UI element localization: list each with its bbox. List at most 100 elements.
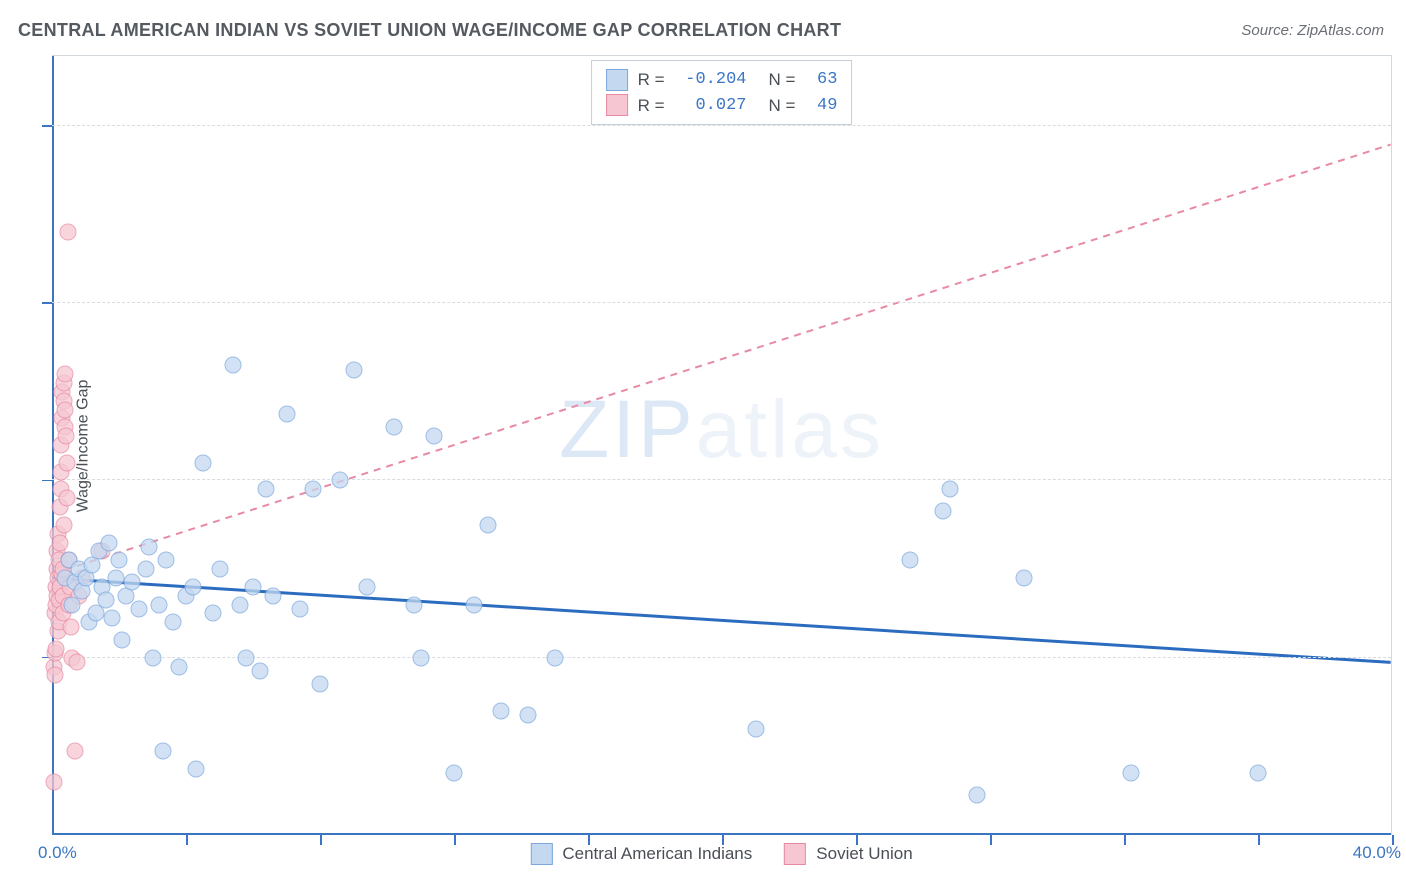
data-point [332,472,349,489]
data-point [194,454,211,471]
trend-lines [52,56,1391,835]
watermark-atlas: atlas [696,384,884,475]
data-point [312,676,329,693]
data-point [58,490,75,507]
legend-swatch [606,69,628,91]
source-label: Source: [1241,22,1293,39]
data-point [901,552,918,569]
chart-container: CENTRAL AMERICAN INDIAN VS SOVIET UNION … [0,0,1406,892]
data-point [157,552,174,569]
data-point [405,596,422,613]
legend-row: R = 0.027 N = 49 [606,93,838,119]
data-point [171,658,188,675]
data-point [137,561,154,578]
x-origin-label: 0.0% [38,843,77,863]
y-tick [42,302,52,304]
correlation-legend: R = -0.204 N = 63 R = 0.027 N = 49 [591,60,853,125]
data-point [968,787,985,804]
data-point [124,574,141,591]
gridline [52,479,1391,480]
y-axis-label: Wage/Income Gap [74,379,92,512]
watermark-zip: ZIP [559,384,696,475]
x-tick [856,835,858,845]
data-point [114,632,131,649]
source-link[interactable]: ZipAtlas.com [1297,22,1384,39]
legend-r-label: R = [638,93,665,119]
legend-item: Central American Indians [530,843,752,865]
legend-n-label: N = [769,67,796,93]
data-point [188,760,205,777]
legend-row: R = -0.204 N = 63 [606,67,838,93]
data-point [345,361,362,378]
data-point [238,649,255,666]
x-tick [990,835,992,845]
x-tick [722,835,724,845]
data-point [412,649,429,666]
data-point [265,587,282,604]
data-point [57,366,74,383]
data-point [305,481,322,498]
x-tick [320,835,322,845]
x-tick [1392,835,1394,845]
chart-title: CENTRAL AMERICAN INDIAN VS SOVIET UNION … [18,20,841,41]
legend-item: Soviet Union [784,843,912,865]
data-point [425,428,442,445]
legend-label: Soviet Union [816,844,912,864]
data-point [154,742,171,759]
legend-r-label: R = [638,67,665,93]
data-point [224,357,241,374]
legend-n-label: N = [769,93,796,119]
data-point [59,454,76,471]
data-point [60,224,77,241]
data-point [251,663,268,680]
data-point [141,538,158,555]
y-tick [42,125,52,127]
data-point [47,640,64,657]
legend-swatch [784,843,806,865]
data-point [97,592,114,609]
legend-r-value: 0.027 [675,93,747,119]
legend-n-value: 49 [805,93,837,119]
data-point [258,481,275,498]
data-point [231,596,248,613]
data-point [56,401,73,418]
data-point [100,534,117,551]
data-point [184,578,201,595]
data-point [1015,569,1032,586]
data-point [446,764,463,781]
x-tick [186,835,188,845]
series-legend: Central American Indians Soviet Union [530,843,912,865]
x-max-label: 40.0% [1353,843,1401,863]
legend-swatch [530,843,552,865]
data-point [211,561,228,578]
data-point [144,649,161,666]
x-tick [1258,835,1260,845]
trend-line [52,145,1390,574]
x-tick [1124,835,1126,845]
data-point [45,773,62,790]
data-point [47,667,64,684]
data-point [245,578,262,595]
data-point [935,503,952,520]
data-point [385,419,402,436]
data-point [111,552,128,569]
data-point [67,742,84,759]
data-point [291,600,308,617]
gridline [52,125,1391,126]
data-point [52,534,69,551]
data-point [941,481,958,498]
legend-label: Central American Indians [562,844,752,864]
x-tick [588,835,590,845]
data-point [55,516,72,533]
data-point [1122,764,1139,781]
data-point [492,702,509,719]
data-point [131,600,148,617]
data-point [63,618,80,635]
legend-n-value: 63 [805,67,837,93]
data-point [747,720,764,737]
data-point [69,654,86,671]
legend-r-value: -0.204 [675,67,747,93]
data-point [164,614,181,631]
data-point [546,649,563,666]
data-point [466,596,483,613]
